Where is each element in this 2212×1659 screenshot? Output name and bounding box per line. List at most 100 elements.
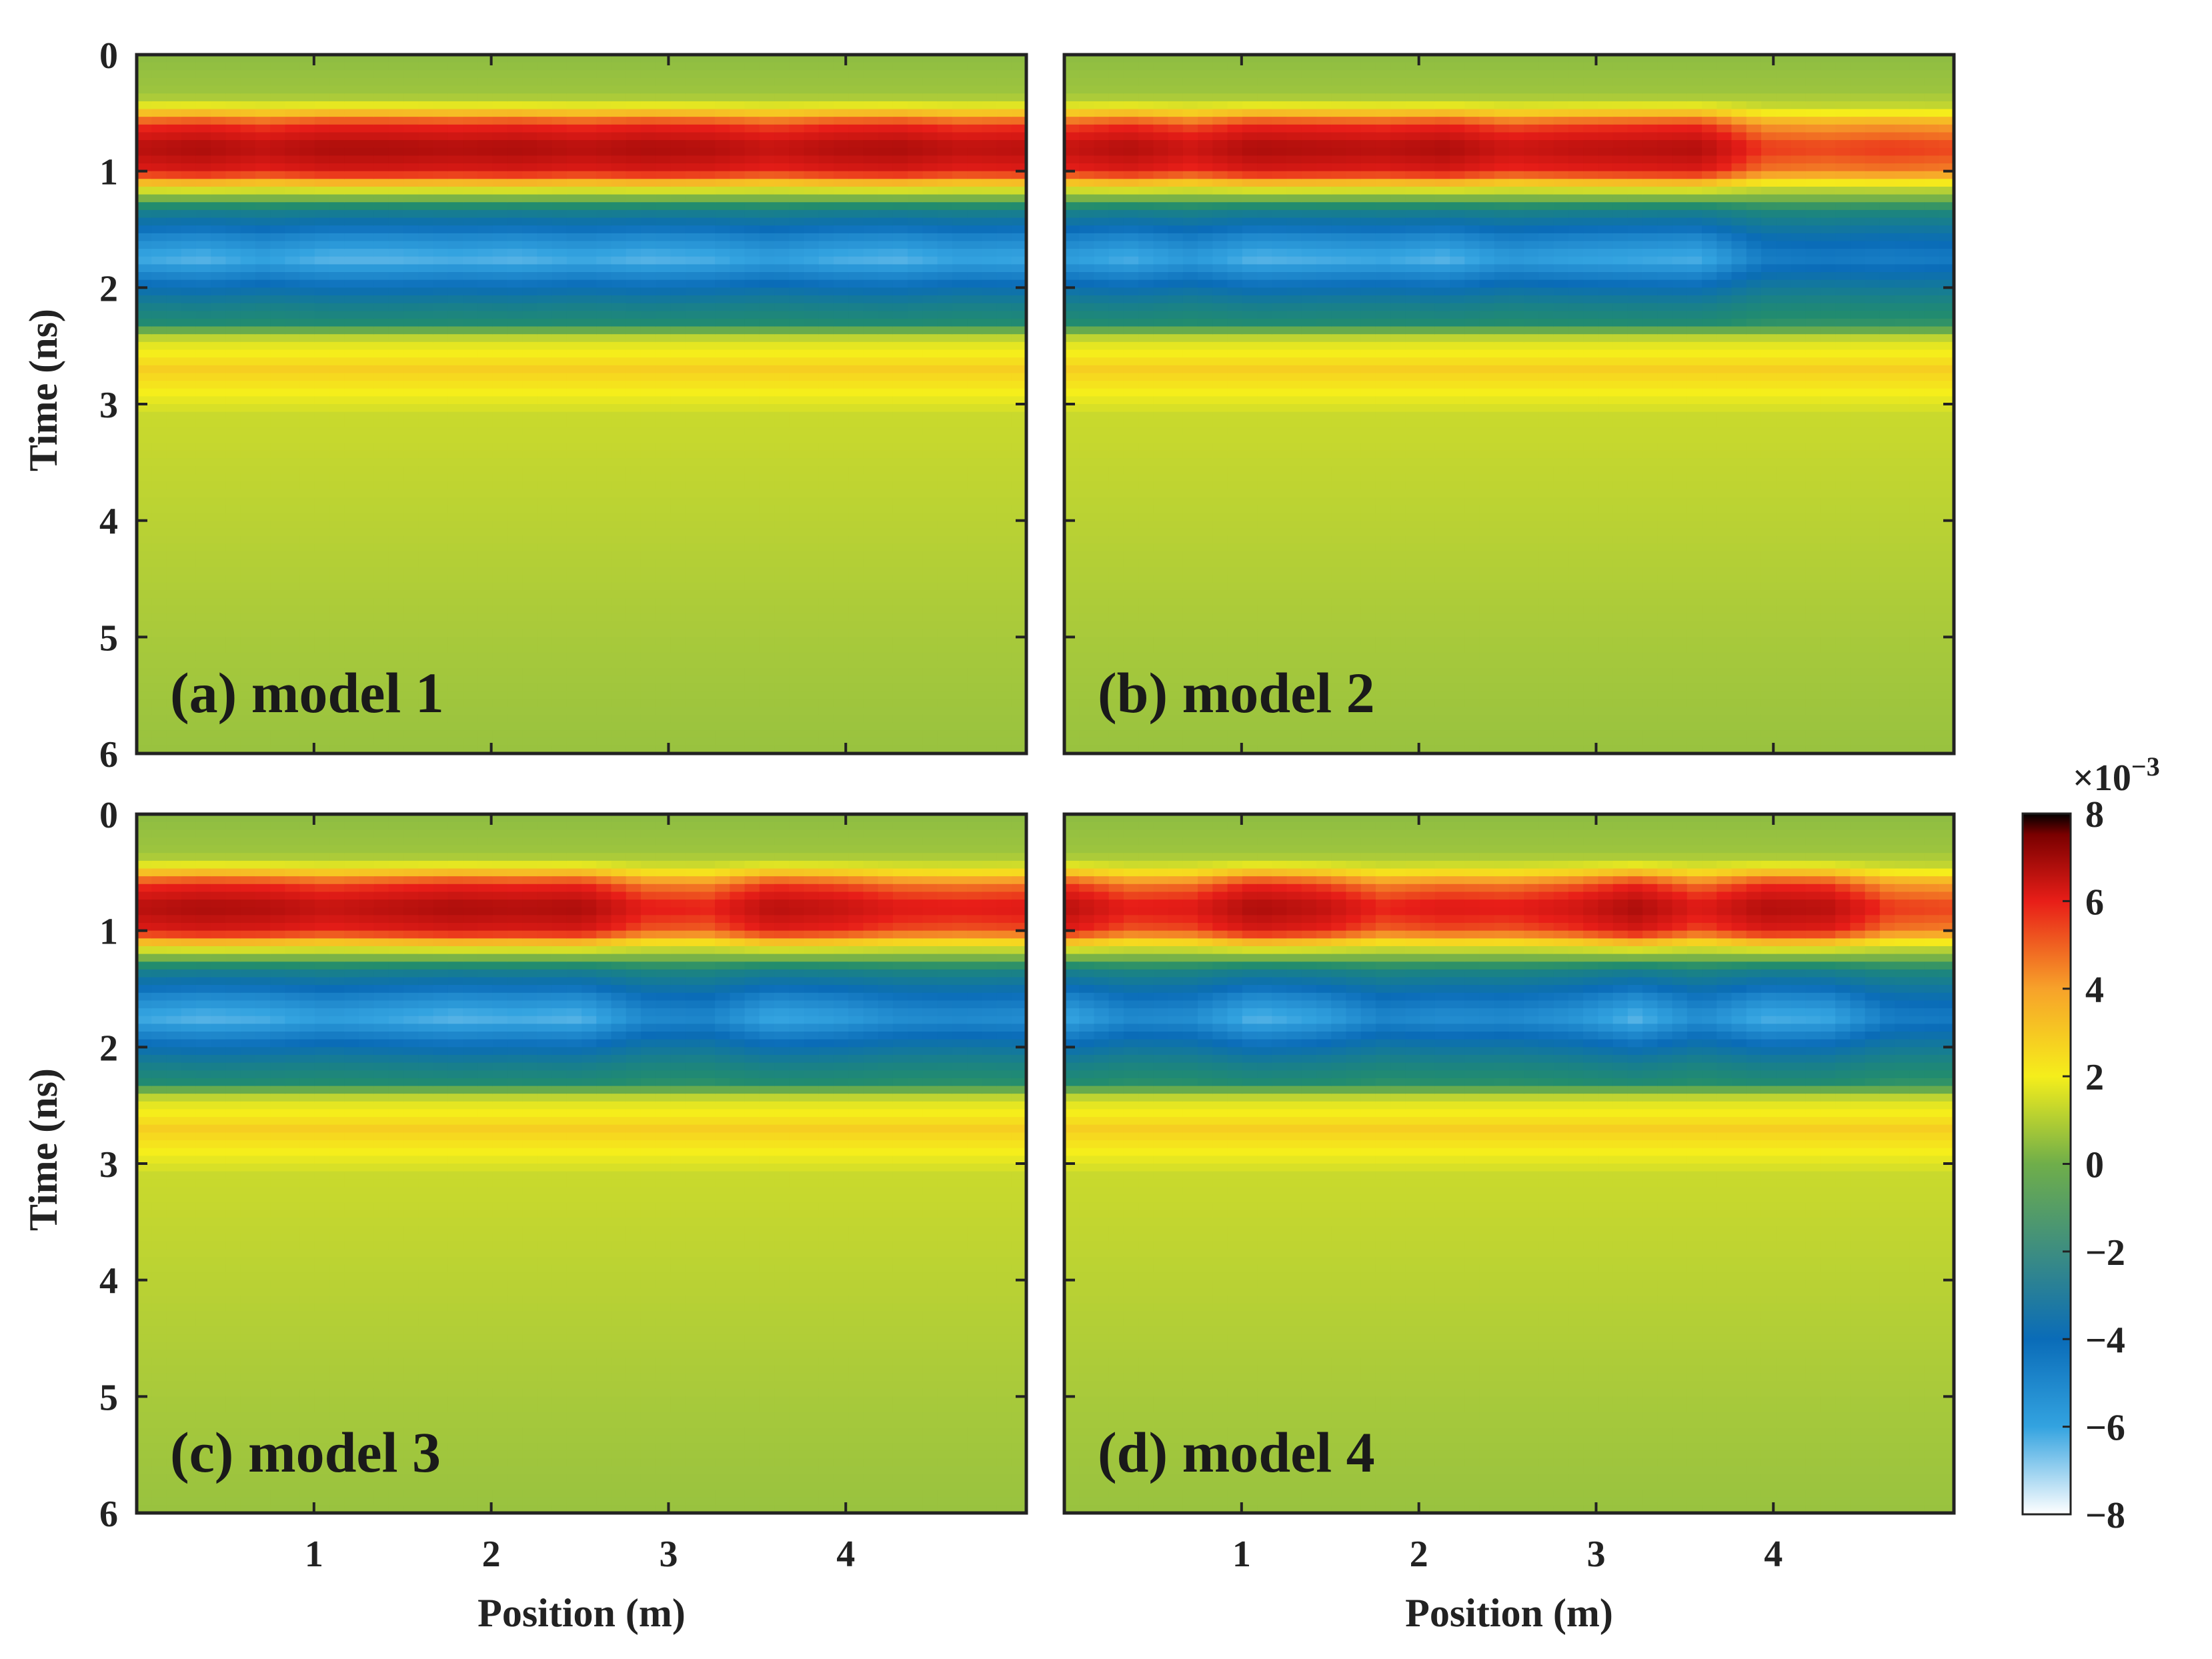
heatmap-cell — [670, 373, 686, 381]
heatmap-cell — [195, 707, 211, 715]
heatmap-cell — [181, 381, 197, 389]
heatmap-cell — [240, 513, 256, 521]
heatmap-cell — [181, 458, 197, 467]
heatmap-cell — [388, 62, 404, 71]
heatmap-cell — [833, 590, 849, 599]
heatmap-cell — [670, 497, 686, 506]
heatmap-cell — [522, 699, 538, 707]
heatmap-cell — [656, 699, 672, 707]
heatmap-cell — [551, 605, 568, 615]
heatmap-cell — [922, 605, 938, 615]
heatmap-cell — [774, 582, 790, 591]
heatmap-cell — [804, 194, 820, 203]
heatmap-cell — [833, 194, 849, 203]
heatmap-cell — [551, 249, 568, 257]
heatmap-cell — [566, 124, 582, 133]
heatmap-cell — [744, 357, 760, 366]
heatmap-cell — [463, 528, 479, 537]
heatmap-cell — [507, 147, 523, 157]
heatmap-cell — [582, 163, 598, 172]
heatmap-cell — [908, 481, 924, 490]
heatmap-cell — [582, 287, 598, 296]
heatmap-cell — [373, 70, 389, 79]
heatmap-cell — [848, 117, 864, 125]
heatmap-cell — [507, 466, 523, 475]
heatmap-cell — [804, 481, 820, 490]
heatmap-cell — [833, 722, 849, 731]
heatmap-cell — [626, 707, 642, 715]
heatmap-cell — [670, 171, 686, 180]
heatmap-cell — [551, 241, 568, 249]
heatmap-cell — [848, 535, 864, 545]
heatmap-cell — [670, 209, 686, 219]
heatmap-cell — [255, 675, 271, 684]
heatmap-cell — [211, 652, 227, 661]
heatmap-cell — [359, 209, 375, 219]
heatmap-cell — [507, 644, 523, 653]
heatmap-cell — [818, 279, 834, 289]
heatmap-cell — [329, 637, 345, 645]
heatmap-cell — [359, 644, 375, 653]
heatmap-cell — [744, 613, 760, 622]
heatmap-cell — [492, 55, 508, 63]
heatmap-cell — [833, 318, 849, 327]
heatmap-cell — [596, 93, 612, 102]
heatmap-cell — [744, 443, 760, 451]
heatmap-cell — [225, 535, 241, 545]
heatmap-cell — [240, 637, 256, 645]
heatmap-cell — [255, 551, 271, 560]
heatmap-cell — [640, 70, 656, 79]
heatmap-cell — [685, 629, 701, 638]
heatmap-cell — [685, 466, 701, 475]
heatmap-cell — [685, 109, 701, 117]
heatmap-cell — [463, 249, 479, 257]
heatmap-cell — [937, 341, 953, 351]
heatmap-cell — [181, 85, 197, 95]
heatmap-cell — [715, 264, 731, 273]
heatmap-cell — [700, 489, 716, 498]
heatmap-cell — [715, 559, 731, 568]
heatmap-cell — [566, 209, 582, 219]
heatmap-cell — [551, 667, 568, 677]
heatmap-cell — [463, 535, 479, 545]
heatmap-cell — [270, 217, 286, 226]
heatmap-cell — [151, 381, 167, 389]
heatmap-cell — [744, 373, 760, 381]
heatmap-cell — [522, 513, 538, 521]
heatmap-cell — [744, 241, 760, 249]
heatmap-cell — [670, 435, 686, 444]
heatmap-cell — [211, 326, 227, 335]
heatmap-cell — [463, 217, 479, 226]
heatmap-cell — [447, 730, 463, 739]
heatmap-cell — [388, 404, 404, 413]
heatmap-cell — [211, 373, 227, 381]
heatmap-cell — [137, 489, 153, 498]
heatmap-cell — [537, 279, 553, 289]
heatmap-cell — [551, 411, 568, 421]
heatmap-cell — [537, 683, 553, 692]
heatmap-cell — [774, 272, 790, 281]
heatmap-cell — [656, 194, 672, 203]
heatmap-cell — [522, 473, 538, 483]
heatmap-cell — [551, 186, 568, 195]
heatmap-cell — [804, 505, 820, 513]
heatmap-cell — [433, 109, 449, 117]
heatmap-cell — [908, 458, 924, 467]
heatmap-cell — [656, 241, 672, 249]
heatmap-cell — [463, 613, 479, 622]
heatmap-cell — [833, 295, 849, 304]
heatmap-cell — [403, 194, 419, 203]
heatmap-cell — [611, 179, 627, 187]
heatmap-cell — [285, 489, 301, 498]
heatmap-cell — [537, 241, 553, 249]
heatmap-cell — [670, 357, 686, 366]
heatmap-cell — [596, 217, 612, 226]
heatmap-cell — [759, 109, 775, 117]
heatmap-cell — [833, 605, 849, 615]
heatmap-cell — [329, 497, 345, 506]
heatmap-cell — [670, 567, 686, 575]
heatmap-cell — [640, 450, 656, 459]
heatmap-cell — [789, 590, 805, 599]
heatmap-cell — [952, 217, 968, 226]
heatmap-cell — [522, 535, 538, 545]
